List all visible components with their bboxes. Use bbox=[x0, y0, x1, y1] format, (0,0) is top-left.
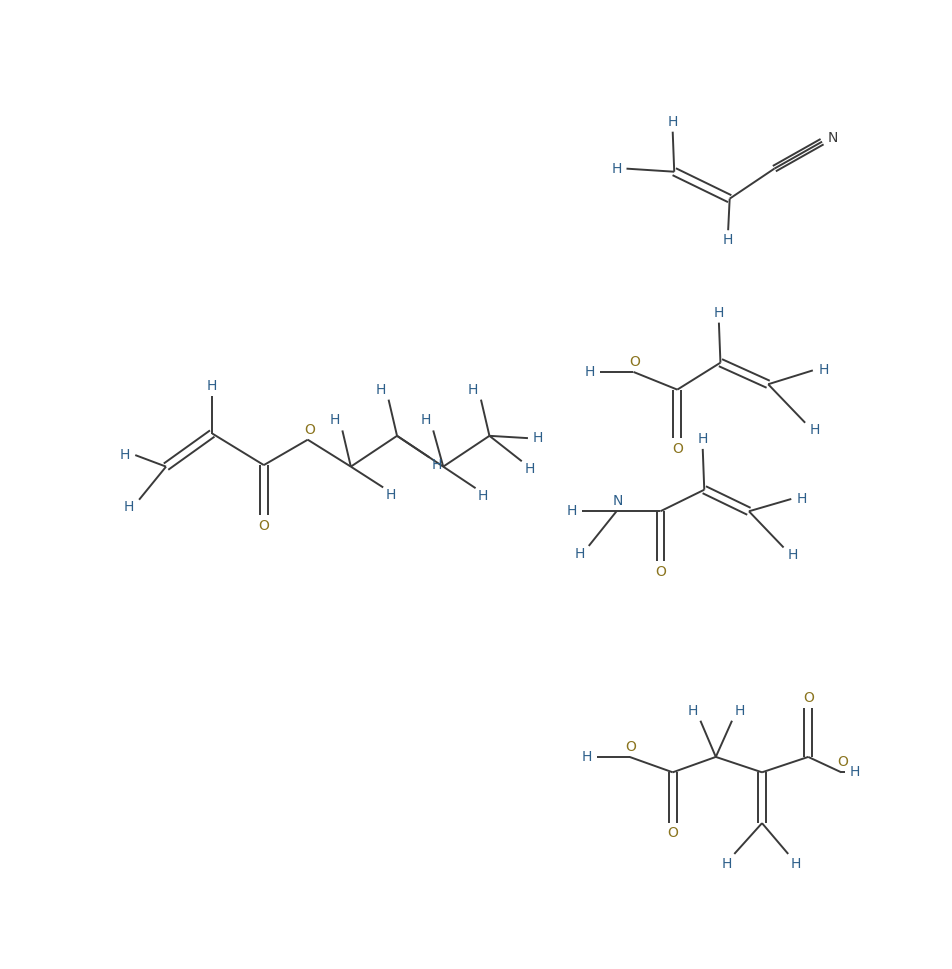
Text: O: O bbox=[838, 755, 848, 769]
Text: H: H bbox=[714, 305, 724, 320]
Text: H: H bbox=[376, 383, 387, 396]
Text: H: H bbox=[566, 504, 577, 518]
Text: O: O bbox=[667, 827, 678, 840]
Text: O: O bbox=[625, 740, 637, 754]
Text: H: H bbox=[468, 383, 479, 396]
Text: H: H bbox=[787, 548, 798, 562]
Text: H: H bbox=[574, 547, 585, 561]
Text: O: O bbox=[672, 442, 683, 456]
Text: H: H bbox=[585, 365, 596, 379]
Text: H: H bbox=[611, 162, 622, 175]
Text: H: H bbox=[797, 492, 807, 506]
Text: H: H bbox=[124, 500, 134, 515]
Text: H: H bbox=[791, 857, 801, 871]
Text: H: H bbox=[533, 431, 544, 445]
Text: H: H bbox=[582, 750, 592, 764]
Text: O: O bbox=[258, 519, 269, 533]
Text: O: O bbox=[655, 565, 665, 579]
Text: H: H bbox=[432, 458, 443, 472]
Text: H: H bbox=[809, 423, 820, 437]
Text: H: H bbox=[207, 379, 217, 392]
Text: H: H bbox=[850, 766, 861, 779]
Text: H: H bbox=[120, 448, 130, 462]
Text: H: H bbox=[698, 432, 708, 446]
Text: H: H bbox=[722, 857, 732, 871]
Text: H: H bbox=[329, 414, 340, 427]
Text: N: N bbox=[613, 494, 624, 509]
Text: H: H bbox=[525, 462, 535, 476]
Text: H: H bbox=[687, 703, 698, 718]
Text: H: H bbox=[723, 234, 733, 247]
Text: N: N bbox=[827, 131, 838, 144]
Text: O: O bbox=[803, 691, 814, 704]
Text: O: O bbox=[629, 355, 641, 369]
Text: H: H bbox=[667, 114, 678, 129]
Text: H: H bbox=[386, 488, 396, 502]
Text: H: H bbox=[478, 489, 488, 503]
Text: H: H bbox=[421, 414, 430, 427]
Text: O: O bbox=[304, 422, 315, 437]
Text: H: H bbox=[735, 703, 744, 718]
Text: H: H bbox=[819, 363, 829, 377]
